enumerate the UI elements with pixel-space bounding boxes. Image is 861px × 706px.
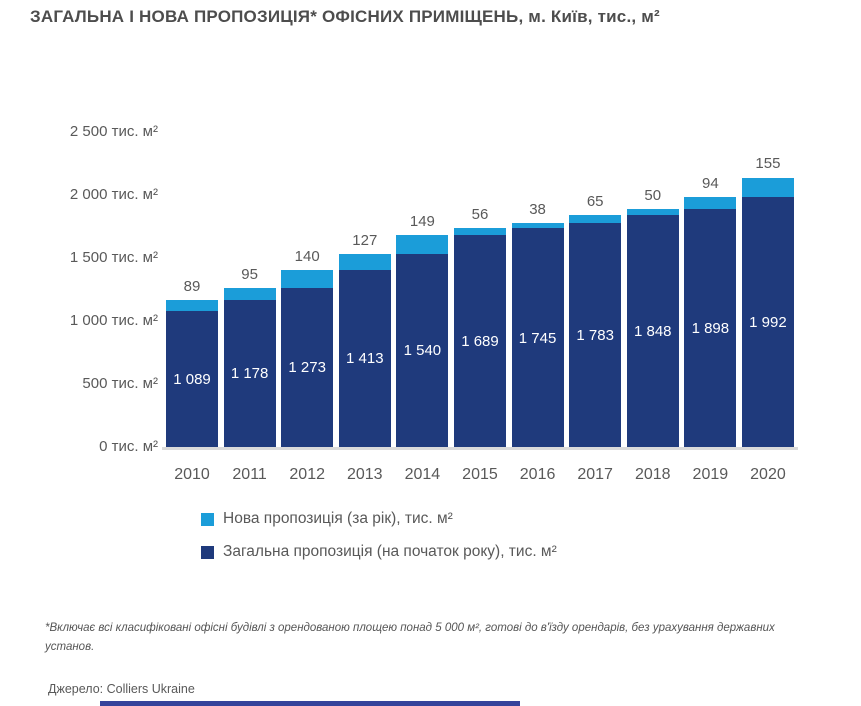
source-credit: Джерело: Colliers Ukraine [48, 682, 195, 696]
y-tick-label: 500 тис. м² [82, 375, 158, 392]
bar-segment-total: 1 898 [684, 208, 737, 448]
bar-segment-new [396, 235, 449, 254]
new-supply-value-label: 65 [586, 193, 604, 211]
new-supply-value-label: 140 [294, 247, 320, 265]
bar-segment-new [741, 177, 794, 198]
total-supply-value-label: 1 089 [173, 370, 211, 388]
new-supply-value-label: 95 [241, 265, 258, 283]
new-supply-value-label: 38 [529, 201, 546, 219]
x-axis-year-label: 2012 [289, 466, 325, 483]
bar-segment-new [569, 215, 622, 224]
total-supply-value-label: 1 540 [403, 342, 442, 360]
legend-item-total: Загальна пропозиція (на початок року), т… [201, 543, 557, 561]
bar-column: 38 1 745 2016 [511, 133, 564, 483]
bar-segment-total: 1 992 [741, 197, 794, 448]
bar-segment-total: 1 089 [166, 310, 218, 448]
y-tick-label: 2 000 тис. м² [69, 186, 158, 203]
bar-column: 94 1 898 2019 [684, 133, 737, 483]
new-supply-value-label: 149 [409, 213, 435, 231]
total-supply-value-label: 1 745 [518, 329, 557, 347]
x-axis-year-label: 2019 [692, 466, 729, 483]
x-axis-year-label: 2020 [750, 466, 786, 483]
new-supply-value-label: 50 [644, 186, 662, 204]
total-supply-value-label: 1 783 [576, 327, 614, 345]
x-axis-year-label: 2016 [519, 466, 556, 483]
bar-segment-new [281, 269, 334, 288]
new-supply-value-label: 155 [755, 155, 781, 173]
bar-segment-total: 1 689 [453, 235, 506, 448]
bar-segment-total: 1 413 [338, 269, 391, 448]
bar-column: 56 1 689 2015 [453, 133, 506, 483]
bar-column: 127 1 413 2013 [338, 133, 391, 483]
bar-segment-total: 1 848 [626, 215, 679, 448]
legend-label-total: Загальна пропозиція (на початок року), т… [223, 543, 557, 560]
bar-segment-total: 1 273 [281, 287, 334, 448]
legend-swatch-new [201, 512, 214, 526]
x-axis-year-label: 2017 [577, 466, 613, 483]
new-supply-value-label: 56 [471, 206, 489, 224]
new-supply-value-label: 94 [702, 175, 719, 193]
bar-segment-total: 1 745 [511, 228, 564, 448]
bar-segment-new [626, 208, 679, 216]
bar-segment-total: 1 540 [396, 253, 449, 448]
x-axis-year-label: 2014 [404, 466, 441, 483]
bar-column: 149 1 540 2014 [396, 133, 449, 483]
bar-segment-total: 1 783 [569, 223, 622, 448]
bar-segment-new [338, 253, 391, 270]
total-supply-value-label: 1 898 [691, 319, 730, 337]
x-axis-year-label: 2015 [462, 466, 498, 483]
total-supply-value-label: 1 992 [749, 314, 787, 331]
y-tick-label: 1 500 тис. м² [69, 249, 158, 266]
chart-title: ЗАГАЛЬНА І НОВА ПРОПОЗИЦІЯ* ОФІСНИХ ПРИМ… [30, 7, 660, 26]
total-supply-value-label: 1 848 [633, 323, 672, 341]
bottom-accent-bar [100, 701, 520, 706]
plot-area: 89 1 089 2010 95 1 178 2011 140 1 273 2012 127 1 4… [166, 133, 794, 483]
bar-segment-new [453, 228, 506, 236]
bar-column: 95 1 178 2011 [223, 133, 276, 483]
total-supply-value-label: 1 689 [461, 333, 499, 351]
bar-segment-new [511, 223, 564, 229]
total-supply-value-label: 1 273 [288, 359, 326, 377]
bar-segment-new [684, 197, 737, 209]
bar-segment-new [223, 287, 276, 300]
total-supply-value-label: 1 413 [346, 350, 384, 368]
y-tick-label: 1 000 тис. м² [69, 312, 158, 329]
new-supply-value-label: 89 [183, 277, 201, 295]
bar-column: 140 1 273 2012 [281, 133, 334, 483]
y-tick-label: 2 500 тис. м² [69, 123, 158, 140]
new-supply-value-label: 127 [352, 231, 378, 249]
legend: Нова пропозиція (за рік), тис. м² Загаль… [201, 510, 557, 576]
bar-column: 89 1 089 2010 [166, 133, 218, 483]
x-axis-baseline [162, 447, 798, 450]
bar-column: 65 1 783 2017 [569, 133, 622, 483]
x-axis-year-label: 2011 [232, 466, 267, 483]
bar-column: 155 1 992 2020 [741, 133, 794, 483]
y-axis: 2 500 тис. м² 2 000 тис. м² 1 500 тис. м² 1… [20, 123, 158, 455]
legend-item-new: Нова пропозиція (за рік), тис. м² [201, 510, 557, 528]
x-axis-year-label: 2010 [174, 466, 210, 483]
legend-swatch-total [201, 545, 214, 559]
total-supply-value-label: 1 178 [230, 365, 269, 383]
x-axis-year-label: 2018 [634, 466, 671, 483]
legend-label-new: Нова пропозиція (за рік), тис. м² [223, 510, 453, 527]
y-tick-label: 0 тис. м² [99, 438, 158, 455]
bar-segment-new [166, 299, 218, 311]
x-axis-year-label: 2013 [346, 466, 383, 483]
bar-segment-total: 1 178 [223, 299, 276, 448]
footnote: *Включає всі класифіковані офісні будівл… [45, 622, 775, 653]
bar-column: 50 1 848 2018 [626, 133, 679, 483]
